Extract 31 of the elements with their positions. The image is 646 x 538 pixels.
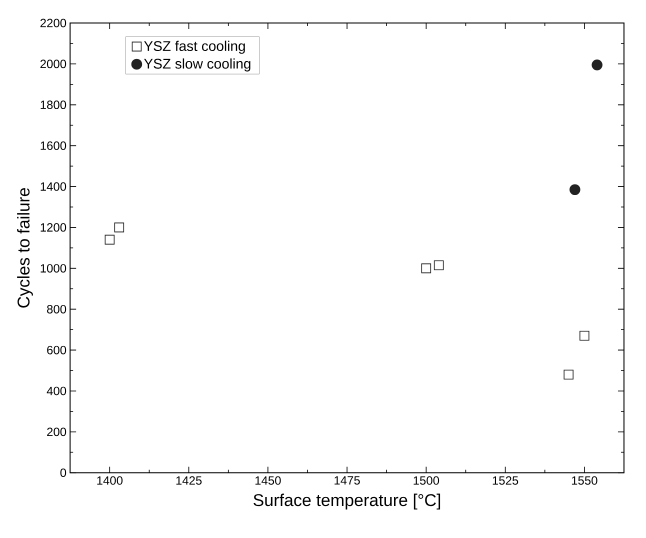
- point: [104, 234, 115, 245]
- y-axis-title: Cycles to failure: [17, 188, 33, 308]
- x-tick-label: 1400: [97, 476, 123, 485]
- y-tick-label: 2000: [40, 60, 66, 68]
- y-tick-label: 1600: [40, 142, 66, 150]
- y-tick-label: 1000: [40, 264, 66, 273]
- legend-label: YSZ fast cooling: [144, 40, 245, 54]
- y-tick-label: 1200: [40, 223, 66, 232]
- y-tick-label: 1400: [40, 182, 66, 191]
- legend-label: YSZ slow cooling: [144, 58, 250, 72]
- x-tick-label: 1475: [334, 476, 360, 485]
- y-tick-label: 200: [47, 428, 66, 436]
- y-tick-label: 800: [47, 305, 66, 314]
- x-tick-label: 1500: [414, 476, 440, 485]
- point: [434, 260, 444, 270]
- y-tick-label: 0: [60, 468, 66, 478]
- point: [114, 222, 124, 232]
- point: [421, 263, 432, 274]
- point: [592, 60, 602, 70]
- y-tick-label: 1800: [40, 100, 66, 110]
- y-tick-label: 400: [46, 386, 66, 396]
- point: [570, 184, 580, 196]
- point: [580, 330, 590, 341]
- x-tick-label: 1450: [255, 476, 281, 485]
- x-tick-label: 1425: [176, 476, 202, 485]
- y-tick-label: 2200: [40, 18, 66, 28]
- x-tick-label: 1550: [572, 476, 598, 485]
- x-tick-label: 1525: [492, 476, 518, 485]
- y-tick-label: 600: [47, 346, 66, 354]
- x-axis-title: Surface temperature [°C]: [254, 494, 440, 510]
- point: [564, 370, 574, 380]
